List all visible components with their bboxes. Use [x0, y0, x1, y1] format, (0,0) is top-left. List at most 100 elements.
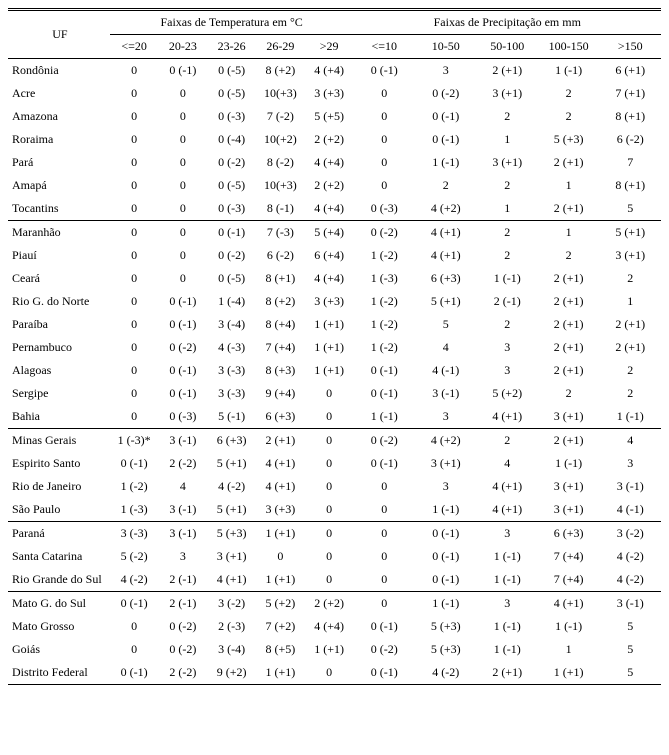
cell-prec: 1 [476, 197, 537, 221]
cell-prec: 7 (+4) [538, 545, 599, 568]
cell-uf: Rio de Janeiro [8, 475, 110, 498]
cell-temp: 0 [305, 522, 354, 546]
cell-temp: 0 [305, 382, 354, 405]
cell-temp: 1 (+1) [305, 336, 354, 359]
cell-temp: 1 (-4) [207, 290, 256, 313]
cell-prec: 0 [354, 568, 415, 592]
cell-prec: 1 [538, 174, 599, 197]
cell-temp: 0 (-2) [207, 151, 256, 174]
cell-temp: 1 (+1) [305, 313, 354, 336]
cell-temp: 6 (-2) [256, 244, 305, 267]
cell-temp: 6 (+4) [305, 244, 354, 267]
cell-prec: 0 [354, 475, 415, 498]
cell-prec: 1 (-1) [415, 151, 476, 174]
cell-temp: 3 (-4) [207, 313, 256, 336]
cell-prec: 1 (-1) [476, 267, 537, 290]
cell-temp: 0 [110, 336, 159, 359]
cell-prec: 0 [354, 82, 415, 105]
cell-temp: 0 (-3) [207, 105, 256, 128]
cell-prec: 2 [538, 82, 599, 105]
cell-temp: 2 (-1) [159, 568, 208, 592]
cell-temp: 8 (-2) [256, 151, 305, 174]
cell-temp: 10(+3) [256, 174, 305, 197]
cell-uf: Ceará [8, 267, 110, 290]
col-prec-4: >150 [599, 35, 661, 59]
cell-temp: 0 [305, 498, 354, 522]
cell-prec: 1 [476, 128, 537, 151]
table-row: Rio Grande do Sul4 (-2)2 (-1)4 (+1)1 (+1… [8, 568, 661, 592]
cell-temp: 0 [159, 197, 208, 221]
cell-uf: Paraná [8, 522, 110, 546]
cell-temp: 0 (-1) [110, 592, 159, 616]
cell-temp: 0 (-3) [159, 405, 208, 429]
cell-prec: 3 [599, 452, 661, 475]
table-row: Piauí000 (-2)6 (-2)6 (+4)1 (-2)4 (+1)223… [8, 244, 661, 267]
cell-temp: 3 [159, 545, 208, 568]
cell-uf: Tocantins [8, 197, 110, 221]
cell-prec: 2 (+1) [538, 429, 599, 453]
cell-prec: 4 (-1) [415, 359, 476, 382]
cell-prec: 6 (-2) [599, 128, 661, 151]
cell-prec: 4 [415, 336, 476, 359]
cell-prec: 0 (-1) [415, 522, 476, 546]
cell-temp: 0 [159, 221, 208, 245]
cell-temp: 7 (+4) [256, 336, 305, 359]
cell-temp: 5 (+2) [256, 592, 305, 616]
cell-temp: 0 [305, 429, 354, 453]
cell-temp: 8 (+1) [256, 267, 305, 290]
cell-prec: 2 (+1) [476, 661, 537, 685]
cell-prec: 5 (+2) [476, 382, 537, 405]
cell-prec: 0 (-1) [354, 615, 415, 638]
cell-prec: 3 [415, 59, 476, 83]
cell-temp: 0 (-1) [110, 661, 159, 685]
cell-temp: 2 (+1) [256, 429, 305, 453]
cell-prec: 4 (-2) [415, 661, 476, 685]
cell-prec: 4 (+1) [476, 475, 537, 498]
cell-temp: 0 [159, 151, 208, 174]
cell-prec: 1 (-3) [354, 267, 415, 290]
cell-prec: 1 (+1) [538, 661, 599, 685]
cell-temp: 0 (-1) [110, 452, 159, 475]
cell-prec: 4 (+1) [415, 221, 476, 245]
cell-uf: Pará [8, 151, 110, 174]
cell-prec: 2 [599, 359, 661, 382]
cell-prec: 3 (-1) [415, 382, 476, 405]
cell-prec: 4 (+1) [538, 592, 599, 616]
table-row: Bahia00 (-3)5 (-1)6 (+3)01 (-1)34 (+1)3 … [8, 405, 661, 429]
cell-temp: 0 (-2) [207, 244, 256, 267]
cell-temp: 5 (+3) [207, 522, 256, 546]
cell-prec: 4 (+1) [415, 244, 476, 267]
cell-prec: 0 [354, 105, 415, 128]
cell-uf: Goiás [8, 638, 110, 661]
cell-temp: 0 (-4) [207, 128, 256, 151]
table-row: Rondônia00 (-1)0 (-5)8 (+2)4 (+4)0 (-1)3… [8, 59, 661, 83]
cell-uf: Roraima [8, 128, 110, 151]
table-row: Acre000 (-5)10(+3)3 (+3)00 (-2)3 (+1)27 … [8, 82, 661, 105]
cell-temp: 5 (+1) [207, 452, 256, 475]
cell-temp: 9 (+4) [256, 382, 305, 405]
cell-temp: 0 (-1) [159, 382, 208, 405]
cell-prec: 0 (-1) [415, 128, 476, 151]
cell-temp: 9 (+2) [207, 661, 256, 685]
cell-uf: Maranhão [8, 221, 110, 245]
cell-temp: 8 (+2) [256, 59, 305, 83]
cell-prec: 2 (+1) [538, 336, 599, 359]
cell-prec: 2 (+1) [538, 151, 599, 174]
cell-temp: 1 (-3) [110, 498, 159, 522]
cell-temp: 0 [110, 244, 159, 267]
cell-temp: 2 (-2) [159, 661, 208, 685]
cell-temp: 0 [159, 105, 208, 128]
cell-prec: 5 [415, 313, 476, 336]
cell-temp: 10(+2) [256, 128, 305, 151]
cell-prec: 7 [599, 151, 661, 174]
table-row: Paraíba00 (-1)3 (-4)8 (+4)1 (+1)1 (-2)52… [8, 313, 661, 336]
cell-prec: 5 (+1) [599, 221, 661, 245]
col-temp-0: <=20 [110, 35, 159, 59]
cell-prec: 0 [354, 522, 415, 546]
cell-temp: 3 (-3) [207, 359, 256, 382]
cell-temp: 0 [159, 244, 208, 267]
cell-uf: Rio Grande do Sul [8, 568, 110, 592]
cell-prec: 2 (+1) [599, 313, 661, 336]
cell-prec: 1 (-1) [538, 452, 599, 475]
cell-temp: 3 (+3) [305, 290, 354, 313]
